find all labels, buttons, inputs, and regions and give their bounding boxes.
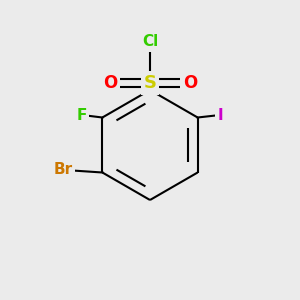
Text: I: I [217,107,223,122]
Text: O: O [183,74,197,92]
Text: Br: Br [53,163,73,178]
Text: F: F [77,107,87,122]
Text: O: O [103,74,117,92]
Text: S: S [143,74,157,92]
Text: Cl: Cl [142,34,158,50]
